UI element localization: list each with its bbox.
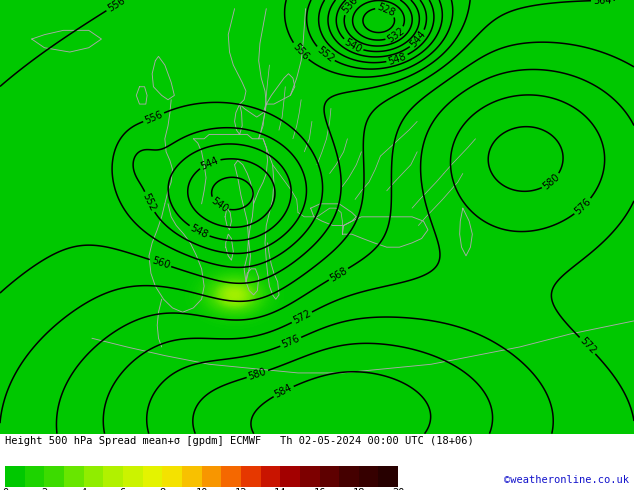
Bar (103, 466, 123, 487)
Text: 556: 556 (290, 41, 310, 62)
Text: 10: 10 (195, 489, 208, 490)
Text: 580: 580 (541, 172, 562, 192)
Bar (143, 466, 162, 487)
Text: 572: 572 (291, 309, 313, 326)
Text: 528: 528 (376, 1, 397, 18)
Text: 556: 556 (143, 109, 164, 125)
Text: 548: 548 (189, 223, 210, 240)
Bar (202, 466, 221, 487)
Text: 4: 4 (81, 489, 87, 490)
Text: 552: 552 (315, 45, 335, 64)
Bar (339, 466, 359, 487)
Text: 0: 0 (2, 489, 8, 490)
Bar (5, 466, 25, 487)
Text: 8: 8 (159, 489, 165, 490)
Bar (320, 466, 339, 487)
Text: 2: 2 (41, 489, 48, 490)
Text: 540: 540 (342, 37, 363, 54)
Bar (25, 466, 44, 487)
Text: 572: 572 (578, 335, 598, 356)
Bar (300, 466, 320, 487)
Text: 540: 540 (209, 196, 230, 215)
Text: 20: 20 (392, 489, 404, 490)
Bar (64, 466, 84, 487)
Text: 584: 584 (273, 383, 294, 400)
Text: 568: 568 (328, 265, 349, 283)
Bar (241, 466, 261, 487)
Text: 532: 532 (385, 25, 406, 44)
Text: 536: 536 (340, 0, 360, 16)
Text: 16: 16 (313, 489, 326, 490)
Text: Height 500 hPa Spread mean+σ [gpdm] ECMWF   Th 02-05-2024 00:00 UTC (18+06): Height 500 hPa Spread mean+σ [gpdm] ECMW… (5, 437, 474, 446)
Text: 12: 12 (235, 489, 247, 490)
Text: 580: 580 (247, 367, 268, 382)
Bar (261, 466, 280, 487)
Text: ©weatheronline.co.uk: ©weatheronline.co.uk (504, 475, 629, 486)
Text: 564: 564 (593, 0, 612, 6)
Text: 560: 560 (150, 255, 171, 271)
Text: 544: 544 (408, 29, 428, 49)
Text: 556: 556 (105, 0, 127, 14)
Bar (182, 466, 202, 487)
Text: 576: 576 (573, 196, 593, 217)
Bar (44, 466, 64, 487)
Bar (221, 466, 241, 487)
Text: 14: 14 (274, 489, 287, 490)
Text: 548: 548 (387, 51, 408, 67)
Bar (123, 466, 143, 487)
Bar (84, 466, 103, 487)
Text: 18: 18 (353, 489, 365, 490)
Bar (162, 466, 182, 487)
Text: 544: 544 (199, 155, 220, 172)
Text: 552: 552 (141, 192, 158, 213)
Bar (359, 466, 378, 487)
Bar (378, 466, 398, 487)
Text: 576: 576 (280, 334, 301, 350)
Text: 6: 6 (120, 489, 126, 490)
Bar (280, 466, 300, 487)
